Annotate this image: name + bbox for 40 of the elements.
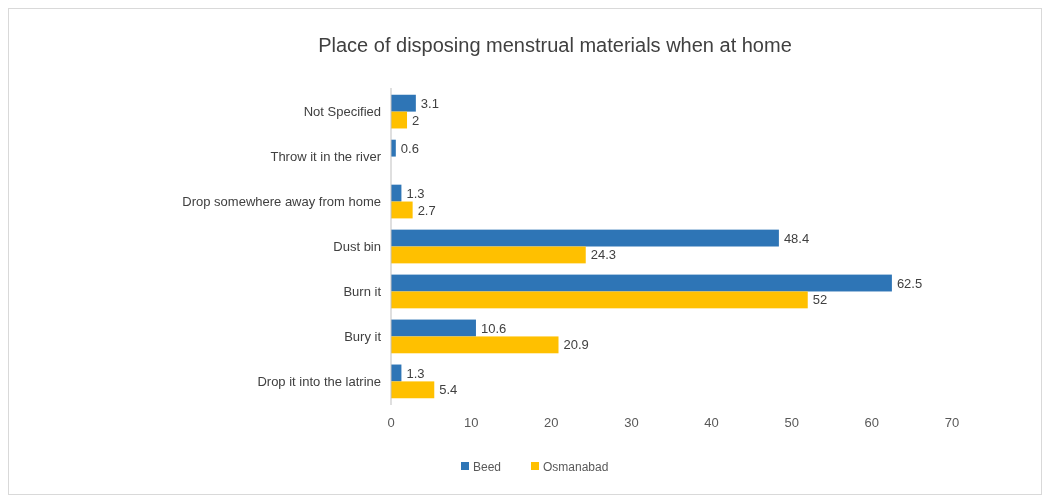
bar [391, 229, 779, 247]
bar [391, 381, 435, 399]
y-tick-label: Dust bin [333, 239, 381, 255]
data-label: 48.4 [783, 230, 810, 246]
x-tick-label: 50 [784, 415, 799, 430]
x-tick-label: 20 [544, 415, 559, 430]
x-tick-label: 0 [387, 415, 395, 430]
bar [391, 336, 559, 354]
data-label: 10.6 [480, 320, 507, 336]
chart-title: Place of disposing menstrual materials when at home [318, 34, 792, 56]
data-label: 2.7 [417, 202, 436, 218]
data-label: 3.1 [420, 95, 439, 111]
bar [391, 201, 413, 219]
data-label: 5.4 [439, 382, 458, 398]
data-label: 2 [412, 112, 420, 128]
y-tick-label: Drop it into the latrine [257, 373, 381, 389]
y-tick-label: Burn it [343, 284, 382, 300]
x-tick-label: 70 [944, 415, 960, 430]
x-tick-label: 60 [864, 415, 880, 430]
y-tick-label: Drop somewhere away from home [182, 194, 381, 210]
bar [391, 274, 892, 292]
legend-label: Osmanabad [543, 460, 609, 475]
data-label: 1.3 [406, 365, 425, 381]
bar [391, 319, 476, 337]
y-tick-label: Throw it in the river [270, 149, 382, 165]
bar [391, 246, 586, 264]
x-tick-label: 30 [624, 415, 639, 430]
data-label: 52 [812, 292, 828, 308]
x-tick-label: 10 [463, 415, 479, 430]
bar [391, 291, 808, 309]
data-label: 62.5 [896, 275, 923, 291]
x-tick-label: 40 [704, 415, 719, 430]
legend-label: Beed [473, 460, 502, 475]
y-tick-label: Bury it [344, 328, 382, 344]
bar [391, 94, 416, 112]
y-tick-label: Not Specified [303, 104, 381, 120]
data-label: 20.9 [563, 337, 589, 353]
data-label: 24.3 [590, 247, 617, 263]
data-label: 1.3 [406, 185, 425, 201]
data-label: 0.6 [400, 140, 419, 156]
